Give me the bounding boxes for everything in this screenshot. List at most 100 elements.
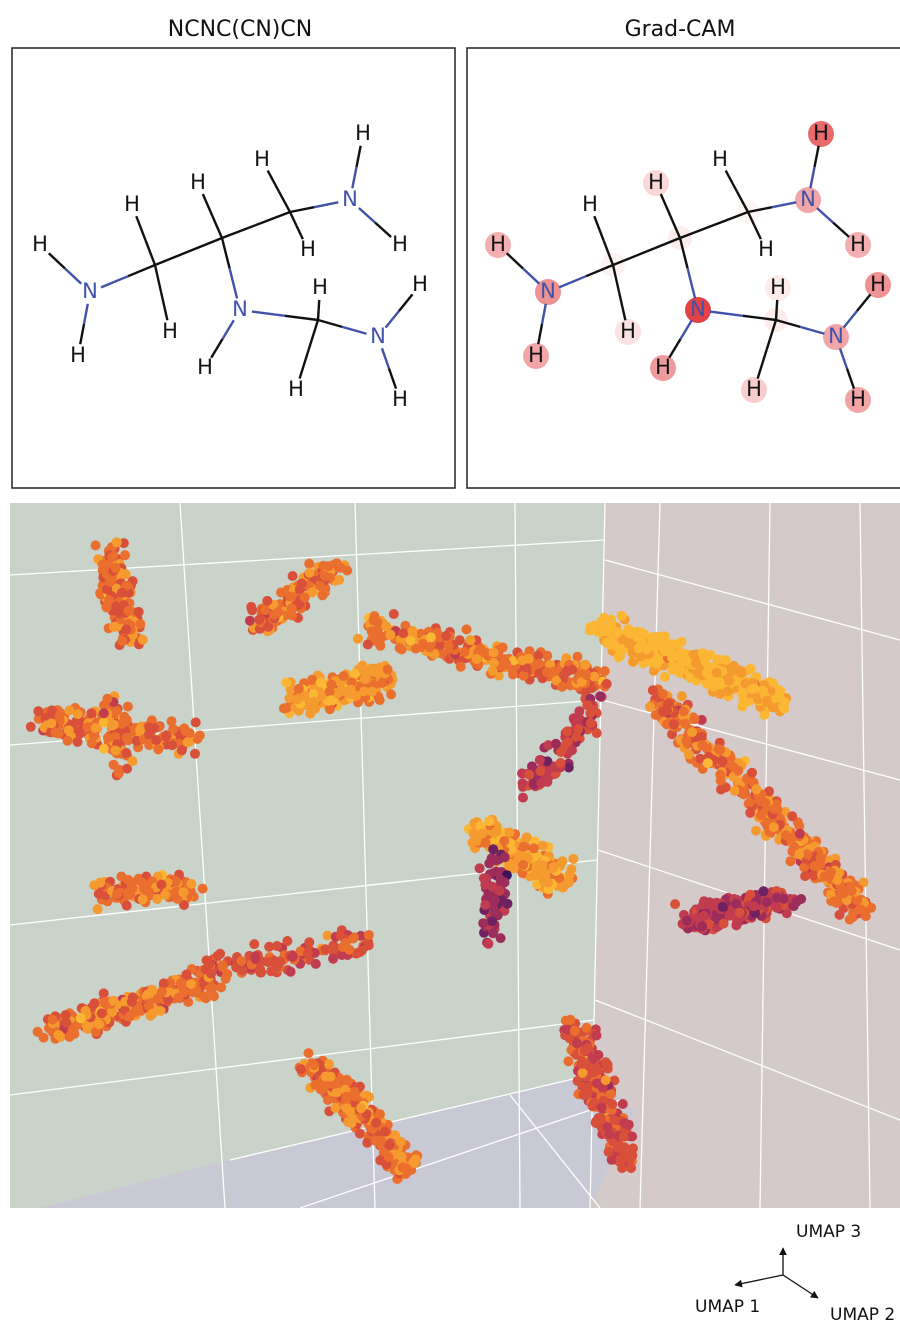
scatter-point xyxy=(595,691,606,702)
scatter-point xyxy=(713,654,724,665)
bond xyxy=(659,193,672,217)
bond xyxy=(765,319,778,350)
scatter-point xyxy=(488,844,499,855)
scatter-point xyxy=(102,732,113,743)
scatter-point xyxy=(815,852,826,863)
scatter-point xyxy=(611,627,622,638)
bond xyxy=(355,145,362,168)
atom-label: H xyxy=(162,319,178,343)
scatter-point xyxy=(768,822,779,832)
scatter-point xyxy=(334,574,345,585)
scatter-point xyxy=(322,930,333,941)
scatter-point xyxy=(388,609,399,619)
scatter-point xyxy=(491,826,502,837)
scatter-point xyxy=(179,723,190,734)
bond xyxy=(284,314,319,322)
scatter-point xyxy=(680,718,691,729)
bond xyxy=(144,240,157,266)
scatter-point xyxy=(602,1122,613,1133)
scatter-point xyxy=(121,900,132,911)
scatter-point xyxy=(615,1154,626,1165)
scatter-point xyxy=(147,1008,158,1019)
scatter-point xyxy=(636,635,647,646)
scatter-point xyxy=(410,643,421,654)
scatter-point xyxy=(361,673,372,684)
axis-label: UMAP 2 xyxy=(830,1305,895,1325)
scatter-point xyxy=(335,562,346,573)
atom-label: H xyxy=(850,387,866,411)
bond xyxy=(316,309,320,321)
scatter-point xyxy=(555,747,566,758)
bond xyxy=(612,250,647,267)
bond xyxy=(775,318,801,329)
bond xyxy=(221,223,257,240)
scatter-point xyxy=(216,982,227,993)
scatter-point xyxy=(121,624,132,635)
bond xyxy=(753,225,762,240)
atom-label: H xyxy=(392,232,408,256)
scatter-point xyxy=(362,1137,373,1148)
scatter-point xyxy=(144,722,155,733)
scatter-point xyxy=(589,1097,600,1108)
scatter-point xyxy=(844,914,855,925)
scatter-point xyxy=(107,552,118,563)
scatter-point xyxy=(603,1146,614,1157)
scatter-point xyxy=(152,894,163,904)
scatter-point xyxy=(386,689,397,700)
scatter-point xyxy=(585,718,596,728)
bond xyxy=(153,264,163,293)
scatter-point xyxy=(156,986,167,997)
scatter-point xyxy=(761,695,772,706)
scatter-point xyxy=(623,1119,634,1130)
bond xyxy=(298,348,310,379)
scatter-point xyxy=(625,628,636,639)
grid xyxy=(10,503,900,1208)
scatter-point xyxy=(747,684,757,695)
scatter-point xyxy=(272,941,282,951)
scatter-point xyxy=(331,1087,342,1098)
scatter-point xyxy=(89,998,100,1009)
bond xyxy=(211,215,224,239)
scatter-point xyxy=(731,920,742,931)
bond xyxy=(135,215,147,242)
scatter-point xyxy=(846,886,857,896)
atom-label: H xyxy=(312,275,328,299)
scatter-point xyxy=(370,1135,381,1146)
atom-label: H xyxy=(746,377,762,401)
scatter-point xyxy=(108,719,119,730)
panel-frame xyxy=(466,47,900,489)
scatter-point xyxy=(269,955,279,966)
scatter-point xyxy=(102,693,113,704)
scatter-point xyxy=(62,735,73,746)
scatter-point xyxy=(120,569,131,580)
scatter-point xyxy=(521,832,532,843)
scatter-point xyxy=(187,987,198,998)
bond xyxy=(228,267,239,299)
scatter-point xyxy=(669,719,679,730)
bond xyxy=(856,293,872,312)
scatter-point xyxy=(524,646,535,657)
scatter-point xyxy=(734,907,745,918)
atom-label: H xyxy=(197,355,213,379)
scatter-point xyxy=(571,731,582,742)
scatter-point xyxy=(117,635,128,646)
scatter-point xyxy=(310,1079,321,1090)
scatter-point xyxy=(697,740,708,751)
scatter-point xyxy=(702,758,713,769)
scatter-point xyxy=(591,728,602,739)
scatter-point xyxy=(121,748,132,758)
scatter-point xyxy=(308,689,319,700)
scatter-point xyxy=(354,1128,365,1139)
scatter-point xyxy=(137,634,148,645)
scatter-point xyxy=(635,651,646,662)
axis-label: UMAP 1 xyxy=(695,1297,760,1317)
scatter-point xyxy=(63,725,74,736)
panel-frame xyxy=(11,47,456,489)
scatter-point xyxy=(153,744,164,755)
scatter-point xyxy=(747,767,757,778)
scatter-point xyxy=(286,603,297,614)
scatter-point xyxy=(468,828,479,839)
scatter-point xyxy=(161,730,172,741)
